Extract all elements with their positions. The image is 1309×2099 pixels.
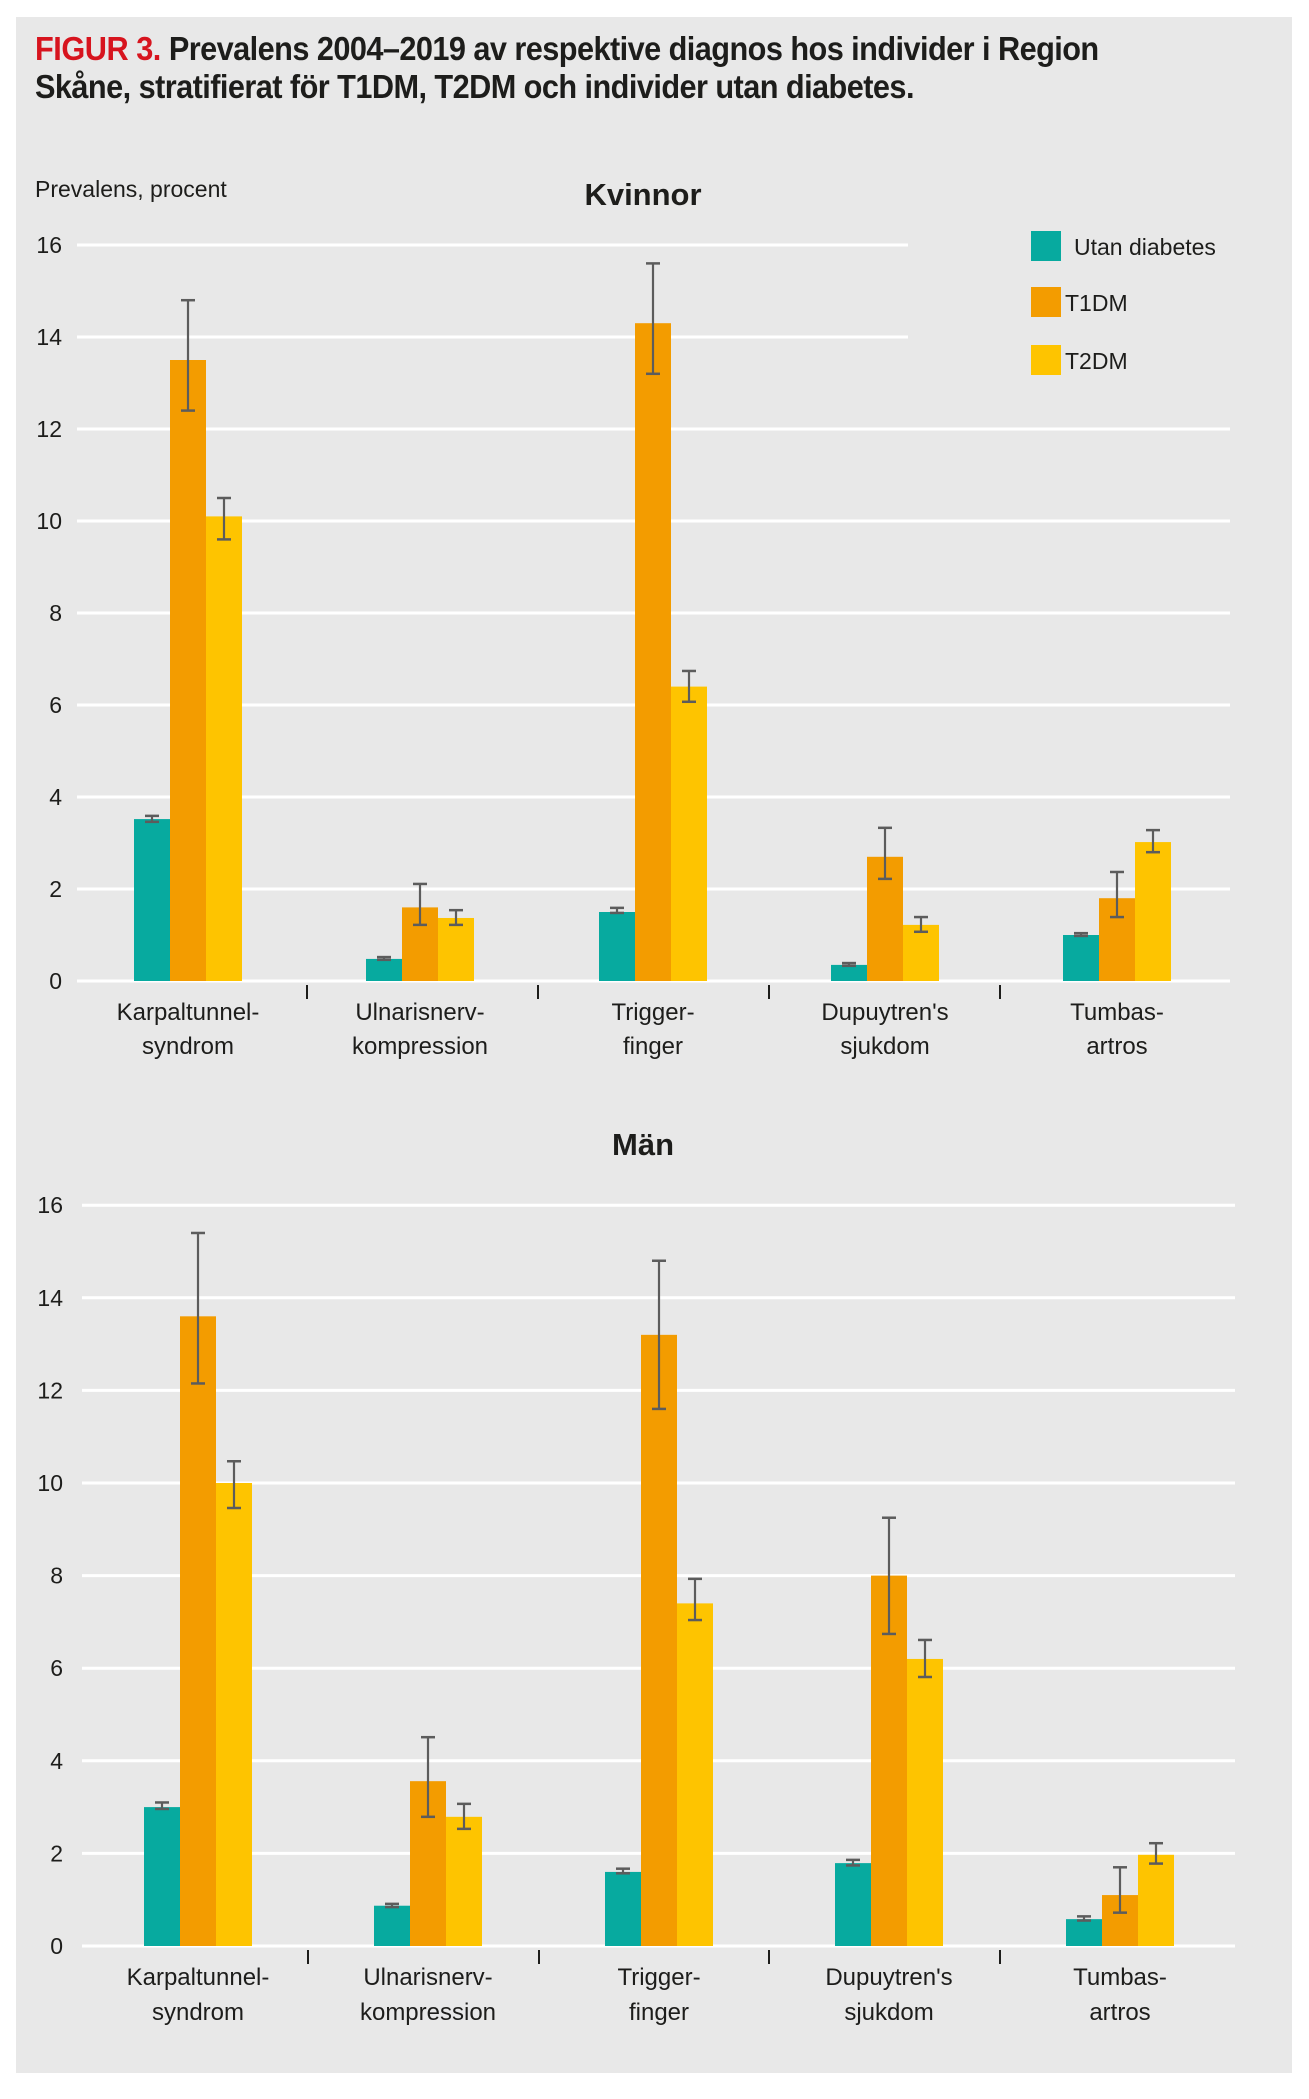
category-label: finger [629, 1999, 689, 2026]
category-label: Karpaltunnel- [127, 1964, 270, 1991]
category-label: syndrom [142, 1033, 234, 1060]
legend: Utan diabetes T1DM T2DM [1031, 231, 1216, 375]
category-label: kompression [352, 1033, 488, 1060]
category-label: Trigger- [617, 1964, 700, 1991]
category-label: finger [623, 1033, 683, 1060]
bar-utan-diabetes [835, 1863, 871, 1946]
bar-utan-diabetes [374, 1905, 410, 1946]
bar-t2dm [903, 924, 939, 981]
category-label: Tumbas- [1073, 1964, 1167, 1991]
category-label: Karpaltunnel- [117, 999, 260, 1026]
category-label: sjukdom [844, 1999, 933, 2026]
y-tick-label: 6 [50, 1655, 63, 1681]
category-label: syndrom [152, 1999, 244, 2026]
category-label: Tumbas- [1070, 999, 1164, 1026]
figure-title-line-1: FIGUR 3. Prevalens 2004–2019 av respekti… [35, 30, 1188, 68]
bar-t1dm [635, 323, 671, 981]
category-label: artros [1086, 1033, 1147, 1060]
bar-utan-diabetes [605, 1871, 641, 1946]
bar-utan-diabetes [366, 958, 402, 981]
y-tick-label: 2 [50, 1840, 63, 1866]
bar-t2dm [1138, 1854, 1174, 1946]
bar-utan-diabetes [1063, 935, 1099, 981]
y-tick-label: 0 [49, 968, 62, 994]
figure-title-text: Prevalens 2004–2019 av respektive diagno… [160, 30, 1099, 67]
category-label: Trigger- [611, 999, 694, 1026]
bar-t2dm [677, 1603, 713, 1946]
y-tick-label: 12 [37, 1377, 63, 1403]
bar-t1dm [871, 1575, 907, 1946]
bar-t2dm [1135, 842, 1171, 981]
chart-kvinnor: Kvinnor Prevalens, procent 0 2 4 6 8 10 12 14 16 Ka… [35, 176, 1230, 1060]
y-axis-label: Prevalens, procent [35, 176, 227, 202]
bar-t2dm [216, 1483, 252, 1946]
bar-utan-diabetes [599, 912, 635, 981]
chart-man: Män 0 2 4 6 8 10 12 14 16 Karpaltunnel-syndrom Ulna… [37, 1127, 1235, 2026]
legend-swatch [1031, 287, 1061, 317]
bar-t2dm [907, 1658, 943, 1946]
bar-utan-diabetes [134, 819, 170, 981]
figure-label: FIGUR 3. [35, 30, 161, 67]
y-tick-label: 14 [37, 1285, 63, 1311]
y-tick-label: 12 [36, 416, 62, 442]
y-tick-label: 8 [50, 1563, 63, 1589]
chart-title: Kvinnor [584, 177, 701, 212]
category-label: kompression [360, 1999, 496, 2026]
legend-swatch [1031, 231, 1061, 261]
bar-t2dm [438, 917, 474, 981]
bar-utan-diabetes [144, 1807, 180, 1946]
y-tick-label: 4 [50, 1748, 63, 1774]
category-label: artros [1089, 1999, 1150, 2026]
y-tick-label: 10 [37, 1470, 63, 1496]
bar-t2dm [671, 686, 707, 981]
y-tick-label: 16 [36, 232, 62, 258]
figure-title: FIGUR 3. Prevalens 2004–2019 av respekti… [35, 30, 1188, 106]
bar-t1dm [180, 1316, 216, 1946]
y-tick-label: 2 [49, 876, 62, 902]
category-label: Ulnarisnerv- [363, 1964, 492, 1991]
legend-label: T2DM [1065, 348, 1128, 374]
y-tick-label: 8 [49, 600, 62, 626]
category-label: Dupuytren's [825, 1964, 952, 1991]
category-label: sjukdom [840, 1033, 929, 1060]
category-label: Dupuytren's [821, 999, 948, 1026]
category-label: Ulnarisnerv- [355, 999, 484, 1026]
legend-label: Utan diabetes [1074, 234, 1216, 260]
figure-title-line-2: Skåne, stratifierat för T1DM, T2DM och i… [35, 68, 914, 105]
y-tick-label: 4 [49, 784, 62, 810]
y-tick-label: 16 [37, 1192, 63, 1218]
bar-utan-diabetes [831, 964, 867, 981]
bar-utan-diabetes [1066, 1919, 1102, 1946]
y-tick-label: 10 [36, 508, 62, 534]
bar-t2dm [206, 516, 242, 981]
bar-t1dm [641, 1334, 677, 1946]
y-tick-label: 14 [36, 324, 62, 350]
legend-swatch [1031, 345, 1061, 375]
y-tick-label: 6 [49, 692, 62, 718]
bar-t1dm [170, 360, 206, 981]
chart-title: Män [612, 1127, 674, 1162]
y-tick-label: 0 [50, 1933, 63, 1959]
bar-t2dm [446, 1816, 482, 1946]
legend-label: T1DM [1065, 290, 1128, 316]
